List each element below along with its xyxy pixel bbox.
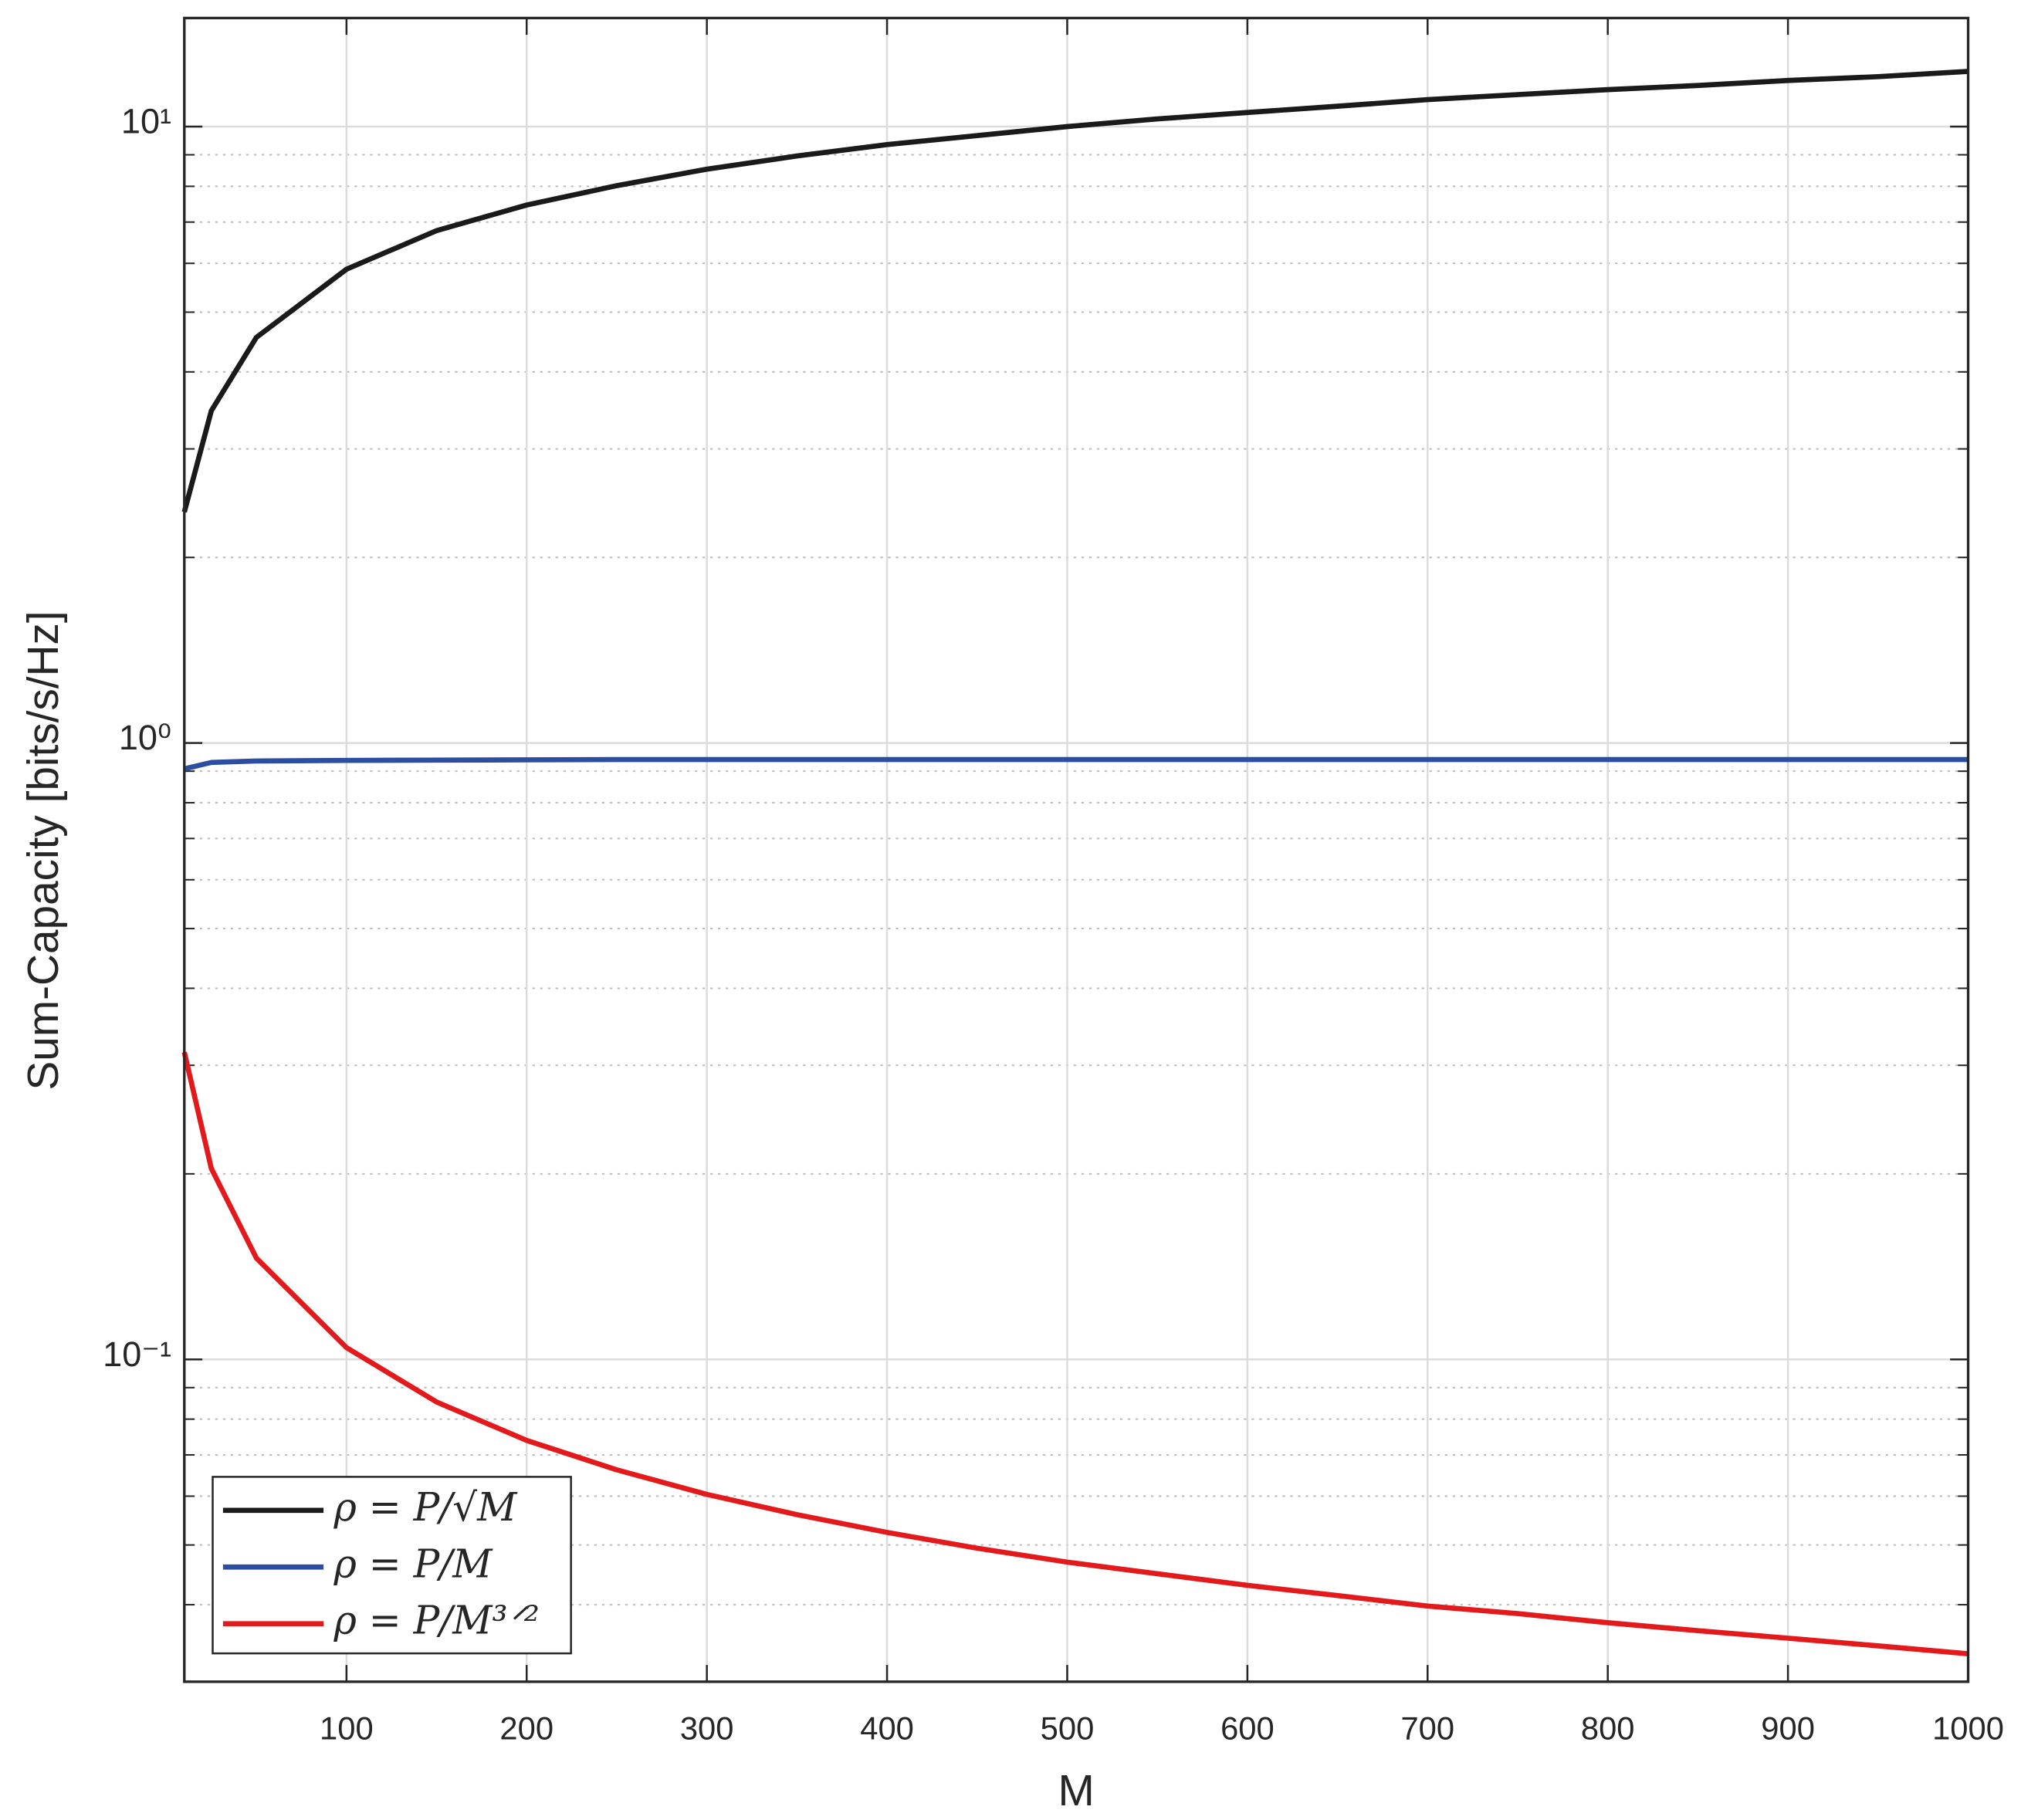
line-series: [181, 69, 1969, 513]
x-tick-label: 400: [860, 1710, 914, 1746]
x-axis-label: M: [1058, 1767, 1095, 1815]
plot-frame: [183, 16, 1970, 1683]
x-tick-label: 1000: [1932, 1710, 2004, 1746]
line-series: [181, 1051, 1969, 1656]
x-tick-label: 500: [1041, 1710, 1095, 1746]
y-axis-label: Sum-Capacity [bits/s/Hz]: [19, 611, 68, 1090]
x-tick-label: 300: [680, 1710, 734, 1746]
legend-label: ρ = P/M: [333, 1541, 493, 1586]
x-tick-label: 200: [499, 1710, 553, 1746]
legend: ρ = P/√M ρ = P/M ρ = P/M³ᐟ²: [212, 1476, 572, 1655]
x-tick-label: 700: [1400, 1710, 1454, 1746]
legend-label: ρ = P/√M: [333, 1485, 518, 1530]
x-tick-label: 900: [1761, 1710, 1815, 1746]
line-series: [184, 756, 1969, 772]
x-tick-label: 600: [1220, 1710, 1275, 1746]
legend-label: ρ = P/M³ᐟ²: [333, 1598, 539, 1643]
x-tick-label: 800: [1581, 1710, 1635, 1746]
y-tick-label: 10⁻¹: [103, 1335, 171, 1374]
y-tick-label: 10¹: [121, 102, 171, 141]
x-tick-label: 100: [320, 1710, 374, 1746]
y-tick-label: 10⁰: [119, 718, 171, 757]
